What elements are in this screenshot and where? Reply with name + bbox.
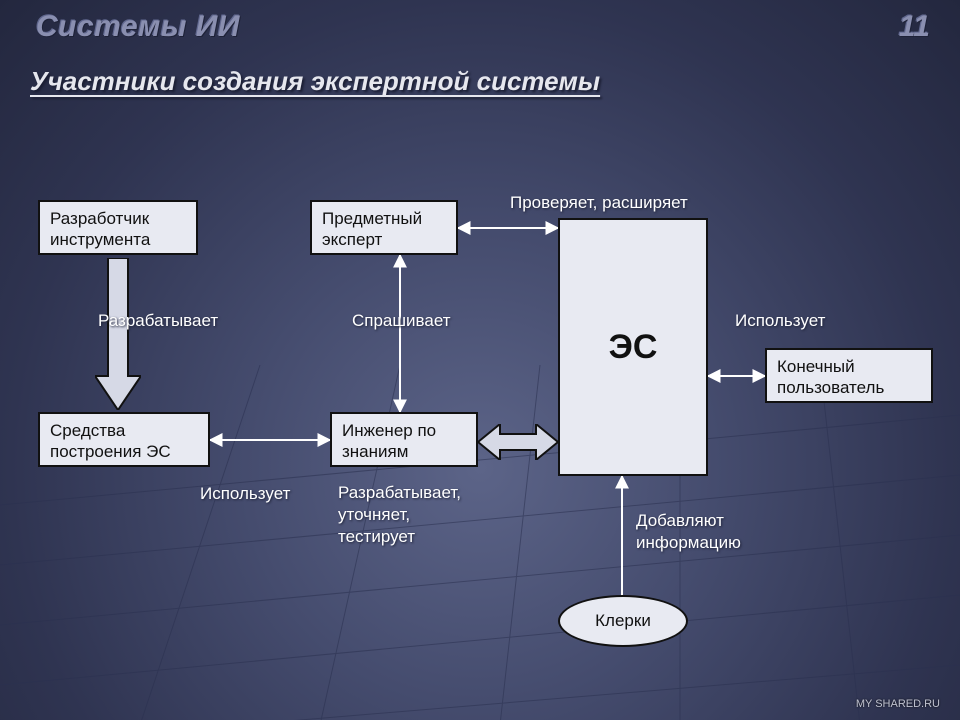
label-engineer-es: Разрабатывает, уточняет, тестирует <box>338 482 461 548</box>
block-arrow-down <box>95 258 141 410</box>
diagram-layer: Разработчик инструмента Средства построе… <box>0 0 960 720</box>
label-expert-es: Проверяет, расширяет <box>510 192 688 214</box>
label-tools-engineer: Использует <box>200 483 290 505</box>
node-tools: Средства построения ЭС <box>38 412 210 467</box>
block-arrow-lr <box>478 424 558 460</box>
node-expert: Предметный эксперт <box>310 200 458 255</box>
label-dev-tools: Разрабатывает <box>98 310 218 332</box>
node-es: ЭС <box>558 218 708 476</box>
node-engineer: Инженер по знаниям <box>330 412 478 467</box>
label-clerks-es: Добавляют информацию <box>636 510 741 554</box>
label-expert-engineer: Спрашивает <box>352 310 451 332</box>
node-developer: Разработчик инструмента <box>38 200 198 255</box>
slide-root: { "header": { "title": "Системы ИИ", "pa… <box>0 0 960 720</box>
label-es-enduser: Использует <box>735 310 825 332</box>
watermark: MY SHARED.RU <box>856 698 940 710</box>
node-clerks: Клерки <box>558 595 688 647</box>
node-enduser: Конечный пользователь <box>765 348 933 403</box>
